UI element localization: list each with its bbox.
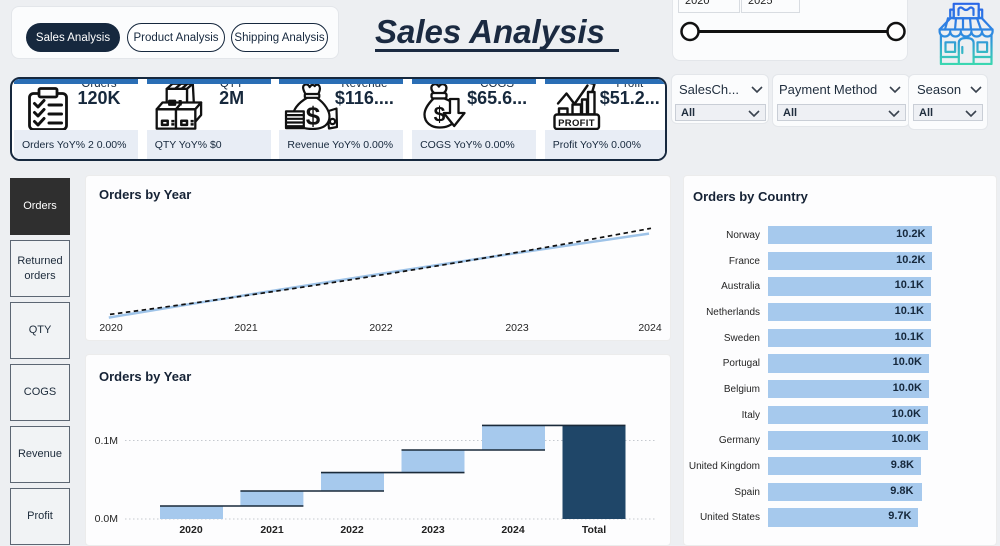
svg-text:$: $ xyxy=(306,101,321,130)
svg-text:$: $ xyxy=(434,104,446,127)
svg-text:PROFIT: PROFIT xyxy=(558,118,595,129)
